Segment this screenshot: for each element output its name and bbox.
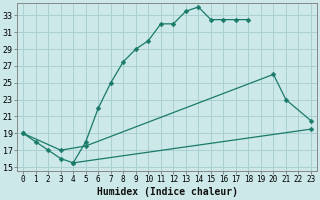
X-axis label: Humidex (Indice chaleur): Humidex (Indice chaleur) <box>97 187 237 197</box>
